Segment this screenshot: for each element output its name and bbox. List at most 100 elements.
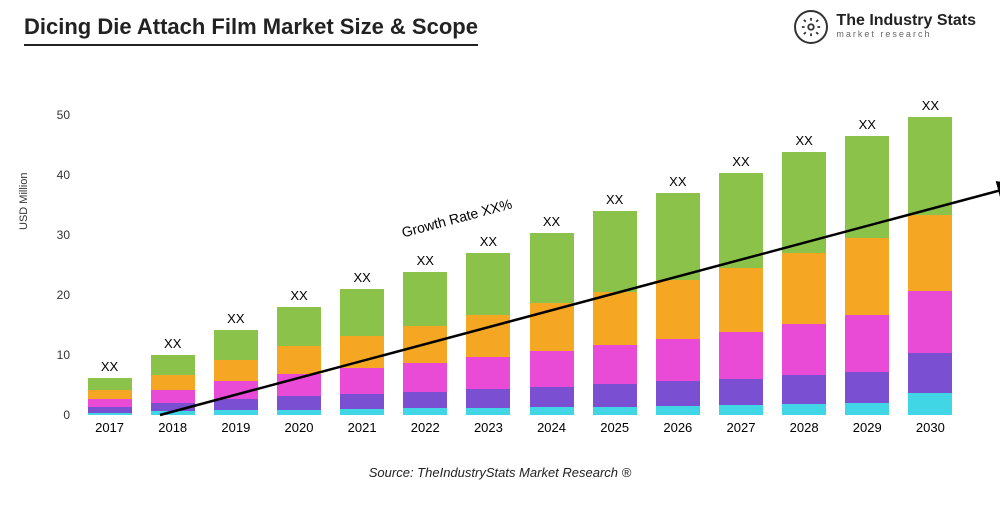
x-tick-label: 2023 <box>466 420 510 435</box>
bar-segment <box>340 289 384 336</box>
bar-segment <box>403 363 447 392</box>
y-tick: 20 <box>40 288 70 302</box>
bar-segment <box>214 399 258 410</box>
x-tick-label: 2020 <box>277 420 321 435</box>
bar-segment <box>530 233 574 304</box>
bar-segment <box>656 381 700 406</box>
bar-segment <box>466 389 510 408</box>
bar-segment <box>466 408 510 415</box>
bar-segment <box>593 292 637 345</box>
bar-top-label: XX <box>522 214 582 229</box>
bar-group: XX <box>466 253 510 415</box>
bar-segment <box>782 324 826 376</box>
bar-group: XX <box>214 330 258 415</box>
bar-top-label: XX <box>395 253 455 268</box>
bar-segment <box>214 330 258 360</box>
bar-group: XX <box>782 152 826 415</box>
bar-group: XX <box>593 211 637 415</box>
bar-top-label: XX <box>774 133 834 148</box>
bar-segment <box>403 272 447 326</box>
bar-segment <box>719 268 763 332</box>
bar-segment <box>908 117 952 215</box>
bar-segment <box>656 280 700 339</box>
bar-top-label: XX <box>458 234 518 249</box>
y-tick: 10 <box>40 348 70 362</box>
bar-group: XX <box>530 233 574 415</box>
bar-group: XX <box>656 193 700 415</box>
bar-top-label: XX <box>143 336 203 351</box>
bar-segment <box>908 215 952 292</box>
bar-segment <box>530 351 574 386</box>
bar-segment <box>719 332 763 379</box>
bar-segment <box>403 326 447 363</box>
logo-text-main: The Industry Stats <box>836 13 976 29</box>
bar-segment <box>719 379 763 405</box>
bar-segment <box>340 409 384 415</box>
bar-segment <box>214 410 258 415</box>
bar-segment <box>593 211 637 292</box>
bar-group: XX <box>908 117 952 415</box>
bar-segment <box>845 136 889 238</box>
bar-segment <box>656 339 700 382</box>
bar-top-label: XX <box>585 192 645 207</box>
bar-segment <box>845 315 889 371</box>
bar-segment <box>466 253 510 315</box>
bar-top-label: XX <box>80 359 140 374</box>
y-tick: 50 <box>40 108 70 122</box>
bar-segment <box>88 378 132 391</box>
bar-segment <box>908 393 952 415</box>
chart-area: XXXXXXXXXXXXXXXXXXXXXXXXXXXX Growth Rate… <box>70 85 970 415</box>
bar-segment <box>845 238 889 315</box>
bar-top-label: XX <box>206 311 266 326</box>
bar-segment <box>277 374 321 397</box>
source-caption: Source: TheIndustryStats Market Research… <box>0 465 1000 480</box>
x-tick-label: 2017 <box>88 420 132 435</box>
x-tick-label: 2025 <box>593 420 637 435</box>
bar-segment <box>719 173 763 268</box>
bar-group: XX <box>403 272 447 415</box>
bar-segment <box>214 381 258 399</box>
bar-segment <box>403 392 447 409</box>
bar-segment <box>593 407 637 415</box>
bar-top-label: XX <box>711 154 771 169</box>
bar-top-label: XX <box>648 174 708 189</box>
y-tick: 0 <box>40 408 70 422</box>
x-tick-label: 2028 <box>782 420 826 435</box>
x-tick-label: 2030 <box>908 420 952 435</box>
bar-segment <box>214 360 258 382</box>
bar-top-label: XX <box>332 270 392 285</box>
bar-group: XX <box>88 378 132 415</box>
bar-segment <box>530 303 574 351</box>
bar-top-label: XX <box>837 117 897 132</box>
bar-segment <box>151 355 195 375</box>
bar-segment <box>88 390 132 398</box>
bar-top-label: XX <box>269 288 329 303</box>
y-axis-ticks: 01020304050 <box>40 85 70 415</box>
bar-segment <box>656 193 700 280</box>
bar-segment <box>530 387 574 407</box>
bar-segment <box>908 353 952 394</box>
bar-group: XX <box>277 307 321 415</box>
x-tick-label: 2019 <box>214 420 258 435</box>
bar-segment <box>782 404 826 415</box>
bar-segment <box>151 403 195 411</box>
x-tick-label: 2029 <box>845 420 889 435</box>
x-tick-label: 2022 <box>403 420 447 435</box>
bar-segment <box>340 336 384 368</box>
x-tick-label: 2024 <box>530 420 574 435</box>
bar-segment <box>845 403 889 415</box>
bar-segment <box>277 410 321 415</box>
bar-segment <box>88 413 132 415</box>
bar-segment <box>656 406 700 415</box>
bar-segment <box>88 399 132 407</box>
bars-container: XXXXXXXXXXXXXXXXXXXXXXXXXXXX <box>70 85 970 415</box>
logo-text-sub: market research <box>836 29 976 41</box>
bar-segment <box>466 357 510 389</box>
bar-segment <box>277 307 321 346</box>
bar-segment <box>593 384 637 406</box>
bar-segment <box>782 375 826 404</box>
bar-segment <box>782 152 826 253</box>
bar-segment <box>340 368 384 394</box>
y-axis-label: USD Million <box>18 173 30 230</box>
logo-gear-icon <box>794 10 828 44</box>
